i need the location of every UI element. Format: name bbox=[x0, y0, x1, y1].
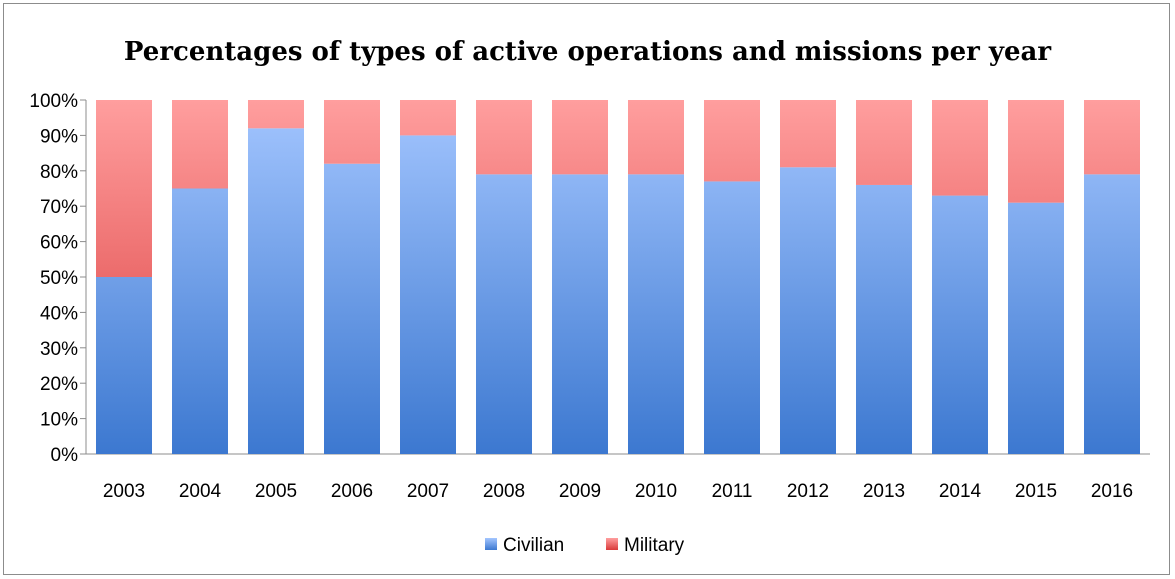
bar-military-2012 bbox=[780, 100, 836, 168]
y-tick-label: 50% bbox=[40, 268, 78, 289]
bar-civilian-2016 bbox=[1084, 174, 1140, 454]
bar-civilian-2003 bbox=[96, 277, 152, 454]
bar-civilian-2011 bbox=[704, 181, 760, 455]
x-tick-label: 2016 bbox=[1091, 481, 1133, 502]
bar-civilian-2015 bbox=[1008, 202, 1064, 454]
x-tick-label: 2008 bbox=[483, 481, 525, 502]
bar-civilian-2012 bbox=[780, 167, 836, 454]
y-tick-label: 90% bbox=[40, 126, 78, 147]
bar-civilian-2009 bbox=[552, 174, 608, 454]
bar-civilian-2014 bbox=[932, 195, 988, 454]
y-tick-label: 60% bbox=[40, 233, 78, 254]
bar-civilian-2008 bbox=[476, 174, 532, 454]
bar-military-2015 bbox=[1008, 100, 1064, 203]
y-tick-label: 0% bbox=[51, 445, 79, 466]
legend-label-military: Military bbox=[624, 535, 685, 556]
y-tick-label: 40% bbox=[40, 303, 78, 324]
y-tick-label: 100% bbox=[29, 91, 78, 112]
bar-military-2004 bbox=[172, 100, 228, 189]
bar-military-2011 bbox=[704, 100, 760, 182]
bar-civilian-2004 bbox=[172, 188, 228, 454]
bar-military-2016 bbox=[1084, 100, 1140, 175]
bar-military-2005 bbox=[248, 100, 304, 129]
x-tick-label: 2014 bbox=[939, 481, 982, 502]
x-tick-label: 2007 bbox=[407, 481, 449, 502]
legend-swatch-civilian bbox=[485, 538, 497, 550]
x-tick-label: 2009 bbox=[559, 481, 601, 502]
chart-title: Percentages of types of active operation… bbox=[123, 37, 1052, 67]
bar-military-2006 bbox=[324, 100, 380, 164]
y-tick-label: 70% bbox=[40, 197, 78, 218]
bar-civilian-2006 bbox=[324, 163, 380, 454]
x-tick-label: 2012 bbox=[787, 481, 829, 502]
x-tick-label: 2010 bbox=[635, 481, 677, 502]
bar-civilian-2010 bbox=[628, 174, 684, 454]
x-tick-label: 2004 bbox=[179, 481, 222, 502]
bar-military-2013 bbox=[856, 100, 912, 185]
bar-military-2009 bbox=[552, 100, 608, 175]
y-tick-label: 30% bbox=[40, 339, 78, 360]
bar-military-2007 bbox=[400, 100, 456, 136]
x-tick-label: 2015 bbox=[1015, 481, 1057, 502]
x-tick-label: 2011 bbox=[712, 481, 753, 502]
x-tick-label: 2013 bbox=[863, 481, 905, 502]
y-tick-label: 80% bbox=[40, 162, 78, 183]
bar-civilian-2005 bbox=[248, 128, 304, 454]
bar-civilian-2007 bbox=[400, 135, 456, 454]
bar-civilian-2013 bbox=[856, 184, 912, 454]
y-tick-label: 20% bbox=[40, 374, 78, 395]
bar-military-2010 bbox=[628, 100, 684, 175]
x-tick-label: 2003 bbox=[103, 481, 145, 502]
bar-military-2008 bbox=[476, 100, 532, 175]
bar-military-2003 bbox=[96, 100, 152, 277]
bar-military-2014 bbox=[932, 100, 988, 196]
x-tick-label: 2005 bbox=[255, 481, 297, 502]
x-tick-label: 2006 bbox=[331, 481, 373, 502]
legend-label-civilian: Civilian bbox=[503, 535, 564, 556]
y-tick-label: 10% bbox=[40, 410, 78, 431]
legend-swatch-military bbox=[606, 538, 618, 550]
